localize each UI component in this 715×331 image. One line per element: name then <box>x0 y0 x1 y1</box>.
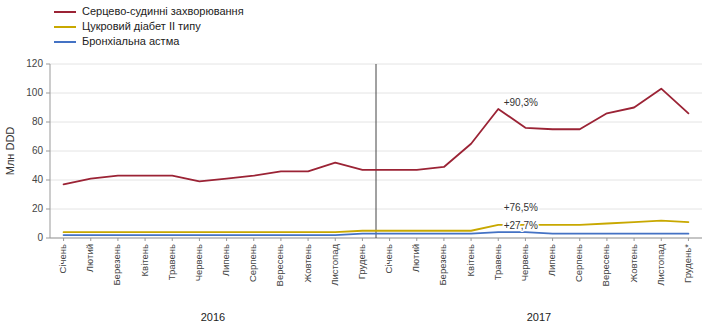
x-tick-label: Лютий <box>410 244 421 272</box>
x-tick-label: Жовтень <box>628 244 639 283</box>
x-tick <box>416 238 417 241</box>
y-tick <box>46 93 50 94</box>
y-axis <box>50 64 51 238</box>
x-tick <box>362 238 363 241</box>
y-axis-label: Млн DDD <box>4 127 16 176</box>
legend-swatch <box>54 41 76 43</box>
legend: Серцево-судинні захворювання Цукровий діа… <box>54 5 244 47</box>
x-tick-label: Червень <box>519 244 530 281</box>
x-tick <box>688 238 689 241</box>
grid <box>50 64 702 238</box>
x-tick <box>117 238 118 241</box>
x-tick <box>606 238 607 241</box>
annotation: +90,3% <box>504 97 538 108</box>
y-tick <box>46 180 50 181</box>
group-label: 2017 <box>527 311 551 323</box>
x-tick-label: Вересень <box>600 244 611 286</box>
y-tick <box>46 122 50 123</box>
x-tick-label: Травень <box>166 244 177 280</box>
x-tick <box>525 238 526 241</box>
x-tick-label: Січень <box>57 244 68 273</box>
x-tick <box>253 238 254 241</box>
x-tick <box>634 238 635 241</box>
x-tick <box>471 238 472 241</box>
y-tick <box>46 64 50 65</box>
y-tick-label: 0 <box>37 232 43 243</box>
series-line <box>64 89 689 185</box>
x-tick-label: Березень <box>111 244 122 286</box>
legend-label: Цукровий діабет II типу <box>82 20 201 32</box>
legend-swatch <box>54 11 76 13</box>
y-tick-label: 120 <box>26 58 43 69</box>
x-tick-label: Квітень <box>465 244 476 276</box>
x-tick-label: Грудень* <box>682 244 693 283</box>
x-tick <box>172 238 173 241</box>
series-line <box>64 232 689 235</box>
x-tick-label: Квітень <box>139 244 150 276</box>
x-tick-label: Січень <box>383 244 394 273</box>
x-tick <box>280 238 281 241</box>
x-tick <box>308 238 309 241</box>
x-tick-label: Листопад <box>655 244 666 286</box>
x-tick-label: Травень <box>492 244 503 280</box>
y-tick-label: 60 <box>32 145 44 156</box>
annotation: +27,7% <box>504 220 538 231</box>
x-tick <box>498 238 499 241</box>
series-line <box>64 221 689 233</box>
x-tick <box>552 238 553 241</box>
chart: 0 20 40 60 80 100 120 Млн DDD Січень Лютий Березен… <box>0 0 715 331</box>
legend-label: Серцево-судинні захворювання <box>82 5 244 17</box>
legend-swatch <box>54 26 76 28</box>
y-tick <box>46 238 50 239</box>
y-tick <box>46 151 50 152</box>
plot-area <box>64 89 689 235</box>
y-tick-label: 40 <box>32 174 44 185</box>
x-tick <box>199 238 200 241</box>
x-tick-label: Липень <box>220 244 231 276</box>
x-tick-label: Липень <box>546 244 557 276</box>
x-tick-label: Серпень <box>573 244 584 282</box>
x-tick-label: Червень <box>193 244 204 281</box>
y-tick <box>46 209 50 210</box>
x-tick <box>443 238 444 241</box>
x-tick <box>579 238 580 241</box>
x-tick-label: Березень <box>437 244 448 286</box>
y-tick-label: 80 <box>32 116 44 127</box>
x-tick <box>63 238 64 241</box>
x-tick-label: Вересень <box>274 244 285 286</box>
x-tick <box>335 238 336 241</box>
y-tick-label: 100 <box>26 87 43 98</box>
x-tick-label: Жовтень <box>302 244 313 283</box>
x-tick-label: Листопад <box>329 244 340 286</box>
annotation: +76,5% <box>504 202 538 213</box>
x-tick <box>661 238 662 241</box>
legend-label: Бронхіальна астма <box>82 35 180 47</box>
x-tick-label: Грудень <box>356 244 367 279</box>
x-tick-label: Серпень <box>247 244 258 282</box>
x-tick <box>145 238 146 241</box>
x-tick-label: Лютий <box>84 244 95 272</box>
group-label: 2016 <box>201 311 225 323</box>
annotations: +90,3% +76,5% +27,7% <box>504 97 538 231</box>
x-tick <box>226 238 227 241</box>
group-separator <box>376 64 377 238</box>
y-tick-label: 20 <box>32 203 44 214</box>
x-tick <box>389 238 390 241</box>
x-tick <box>90 238 91 241</box>
